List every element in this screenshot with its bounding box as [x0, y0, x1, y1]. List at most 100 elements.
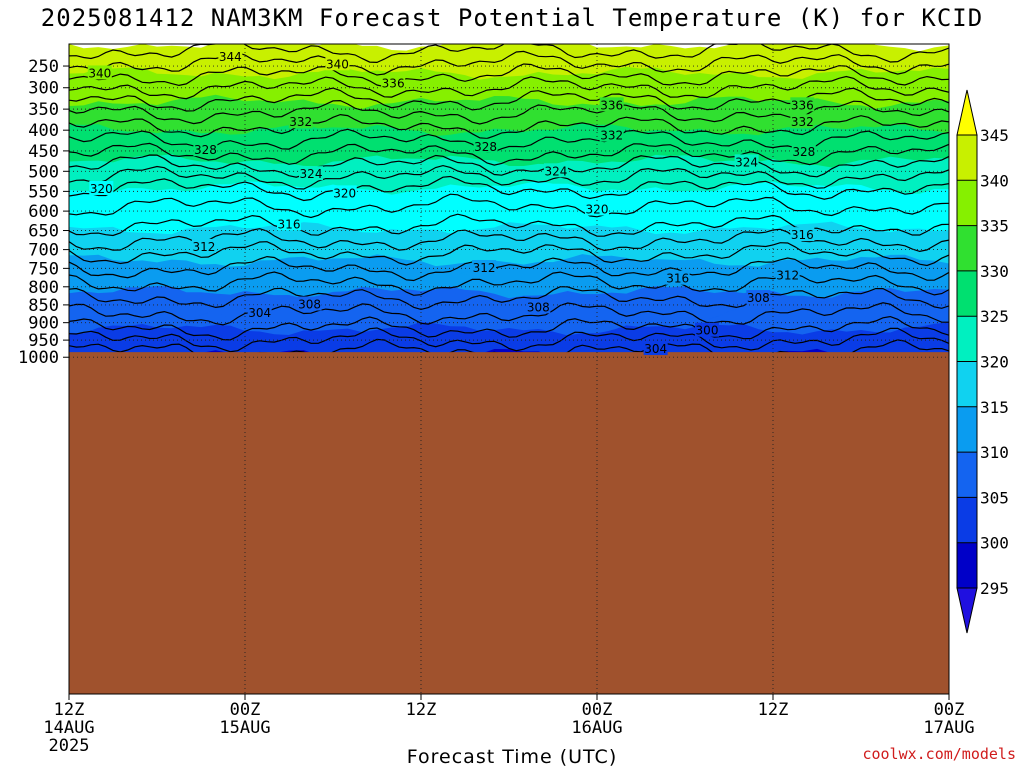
band-strip	[69, 110, 949, 130]
contour-306	[69, 302, 949, 326]
contour-label-bg	[288, 114, 313, 129]
y-tick-label: 550	[28, 182, 59, 202]
band-strip	[69, 161, 949, 180]
contour-label-bg	[277, 216, 301, 231]
ground-fill	[69, 352, 949, 694]
band-strip	[69, 103, 949, 121]
contour-338	[69, 75, 949, 100]
band-strip	[69, 199, 949, 218]
band-strip	[69, 191, 949, 211]
y-tick-label: 350	[28, 100, 59, 120]
colorbar-label: 315	[980, 398, 1009, 417]
band-strip	[69, 319, 949, 337]
contour-label-bg	[89, 180, 114, 195]
contour-label: 340	[88, 66, 111, 80]
x-tick-label: 12Z	[758, 700, 789, 720]
band-strip	[69, 341, 949, 360]
contour-label: 324	[300, 167, 323, 181]
colorbar-segment	[957, 270, 977, 317]
colorbar-segment	[957, 225, 977, 272]
contour-label-bg	[191, 238, 216, 253]
contour-label-bg	[734, 154, 759, 169]
contour-label: 308	[747, 291, 770, 305]
ground-layer	[69, 352, 949, 694]
band-strip	[69, 99, 949, 118]
contour-label: 320	[586, 203, 609, 217]
y-tick-label: 850	[28, 296, 59, 316]
colorbar-label: 310	[980, 443, 1009, 462]
colorbar-label: 300	[980, 534, 1009, 553]
contour-label: 328	[474, 140, 497, 154]
band-strip	[69, 176, 949, 196]
contour-label-bg	[526, 299, 551, 314]
contour-332	[69, 113, 949, 140]
contour-label: 332	[600, 129, 623, 143]
x-tick-label: 12Z	[406, 700, 437, 720]
y-tick-label: 1000	[18, 348, 59, 368]
contour-label: 300	[696, 324, 719, 338]
contour-labels: 344 340 340 336 336 336 332 332 332 328 328 328 324 3…	[87, 48, 816, 356]
colorbar-under-arrow	[956, 587, 978, 634]
colorbar-label: 345	[980, 126, 1009, 145]
colorbar-segment	[957, 135, 977, 181]
plot-frame	[68, 43, 950, 695]
contour-label-bg	[599, 127, 624, 142]
band-strip	[69, 134, 949, 153]
band-strip	[69, 286, 949, 303]
x-tick-label: 00Z	[230, 700, 261, 720]
band-strip	[69, 57, 949, 77]
contour-label: 336	[600, 98, 623, 112]
band-strip	[69, 315, 949, 333]
band-strip	[69, 302, 949, 321]
band-strip	[69, 312, 949, 330]
contour-322	[69, 175, 949, 202]
x-tick-label: 17AUG	[923, 718, 974, 738]
contour-312	[69, 255, 949, 282]
band-strip	[69, 82, 949, 101]
y-tick-label: 600	[28, 202, 59, 222]
contour-label-bg	[87, 65, 112, 80]
contour-320	[69, 193, 949, 219]
contour-label: 316	[666, 272, 689, 286]
contour-label: 308	[527, 300, 550, 314]
contour-label: 324	[544, 164, 567, 178]
band-strip	[69, 245, 949, 265]
band-strip	[69, 94, 949, 114]
contour-label-bg	[746, 290, 771, 305]
contour-label: 340	[326, 57, 349, 71]
colorbar-label: 335	[980, 217, 1009, 236]
band-strip	[69, 90, 949, 110]
y-tick-label: 300	[28, 79, 59, 99]
contour-label: 320	[90, 182, 113, 196]
x-tick-label: 15AUG	[219, 718, 270, 738]
colorbar-label: 340	[980, 171, 1009, 190]
band-strip	[69, 188, 949, 207]
contour-label-bg	[473, 138, 498, 153]
y-tick-label: 700	[28, 241, 59, 261]
band-strip	[69, 70, 949, 89]
contour-label-bg	[695, 322, 719, 337]
band-strip	[69, 50, 949, 68]
contour-310	[69, 271, 949, 296]
contour-label-bg	[299, 166, 323, 181]
contour-304	[69, 315, 949, 341]
x-tick-label: 00Z	[934, 700, 965, 720]
band-strip	[69, 44, 949, 57]
contour-label: 328	[792, 145, 815, 159]
x-tick-label: 2025	[49, 736, 90, 756]
y-tick-label: 250	[28, 57, 59, 77]
y-axis: 2503003504004505005506006507007508008509…	[18, 57, 69, 368]
contour-label: 336	[382, 76, 405, 90]
band-strip	[69, 324, 949, 344]
band-strip	[69, 294, 949, 314]
band-strip	[69, 210, 949, 230]
x-tick-label: 14AUG	[43, 718, 94, 738]
band-strip	[69, 305, 949, 324]
contour-label: 312	[776, 268, 799, 282]
contour-label-bg	[297, 296, 322, 311]
colorbar-segment	[957, 361, 977, 408]
grid-lines	[68, 44, 950, 694]
contour-label-bg	[193, 142, 218, 157]
colorbar-segment	[957, 180, 977, 227]
